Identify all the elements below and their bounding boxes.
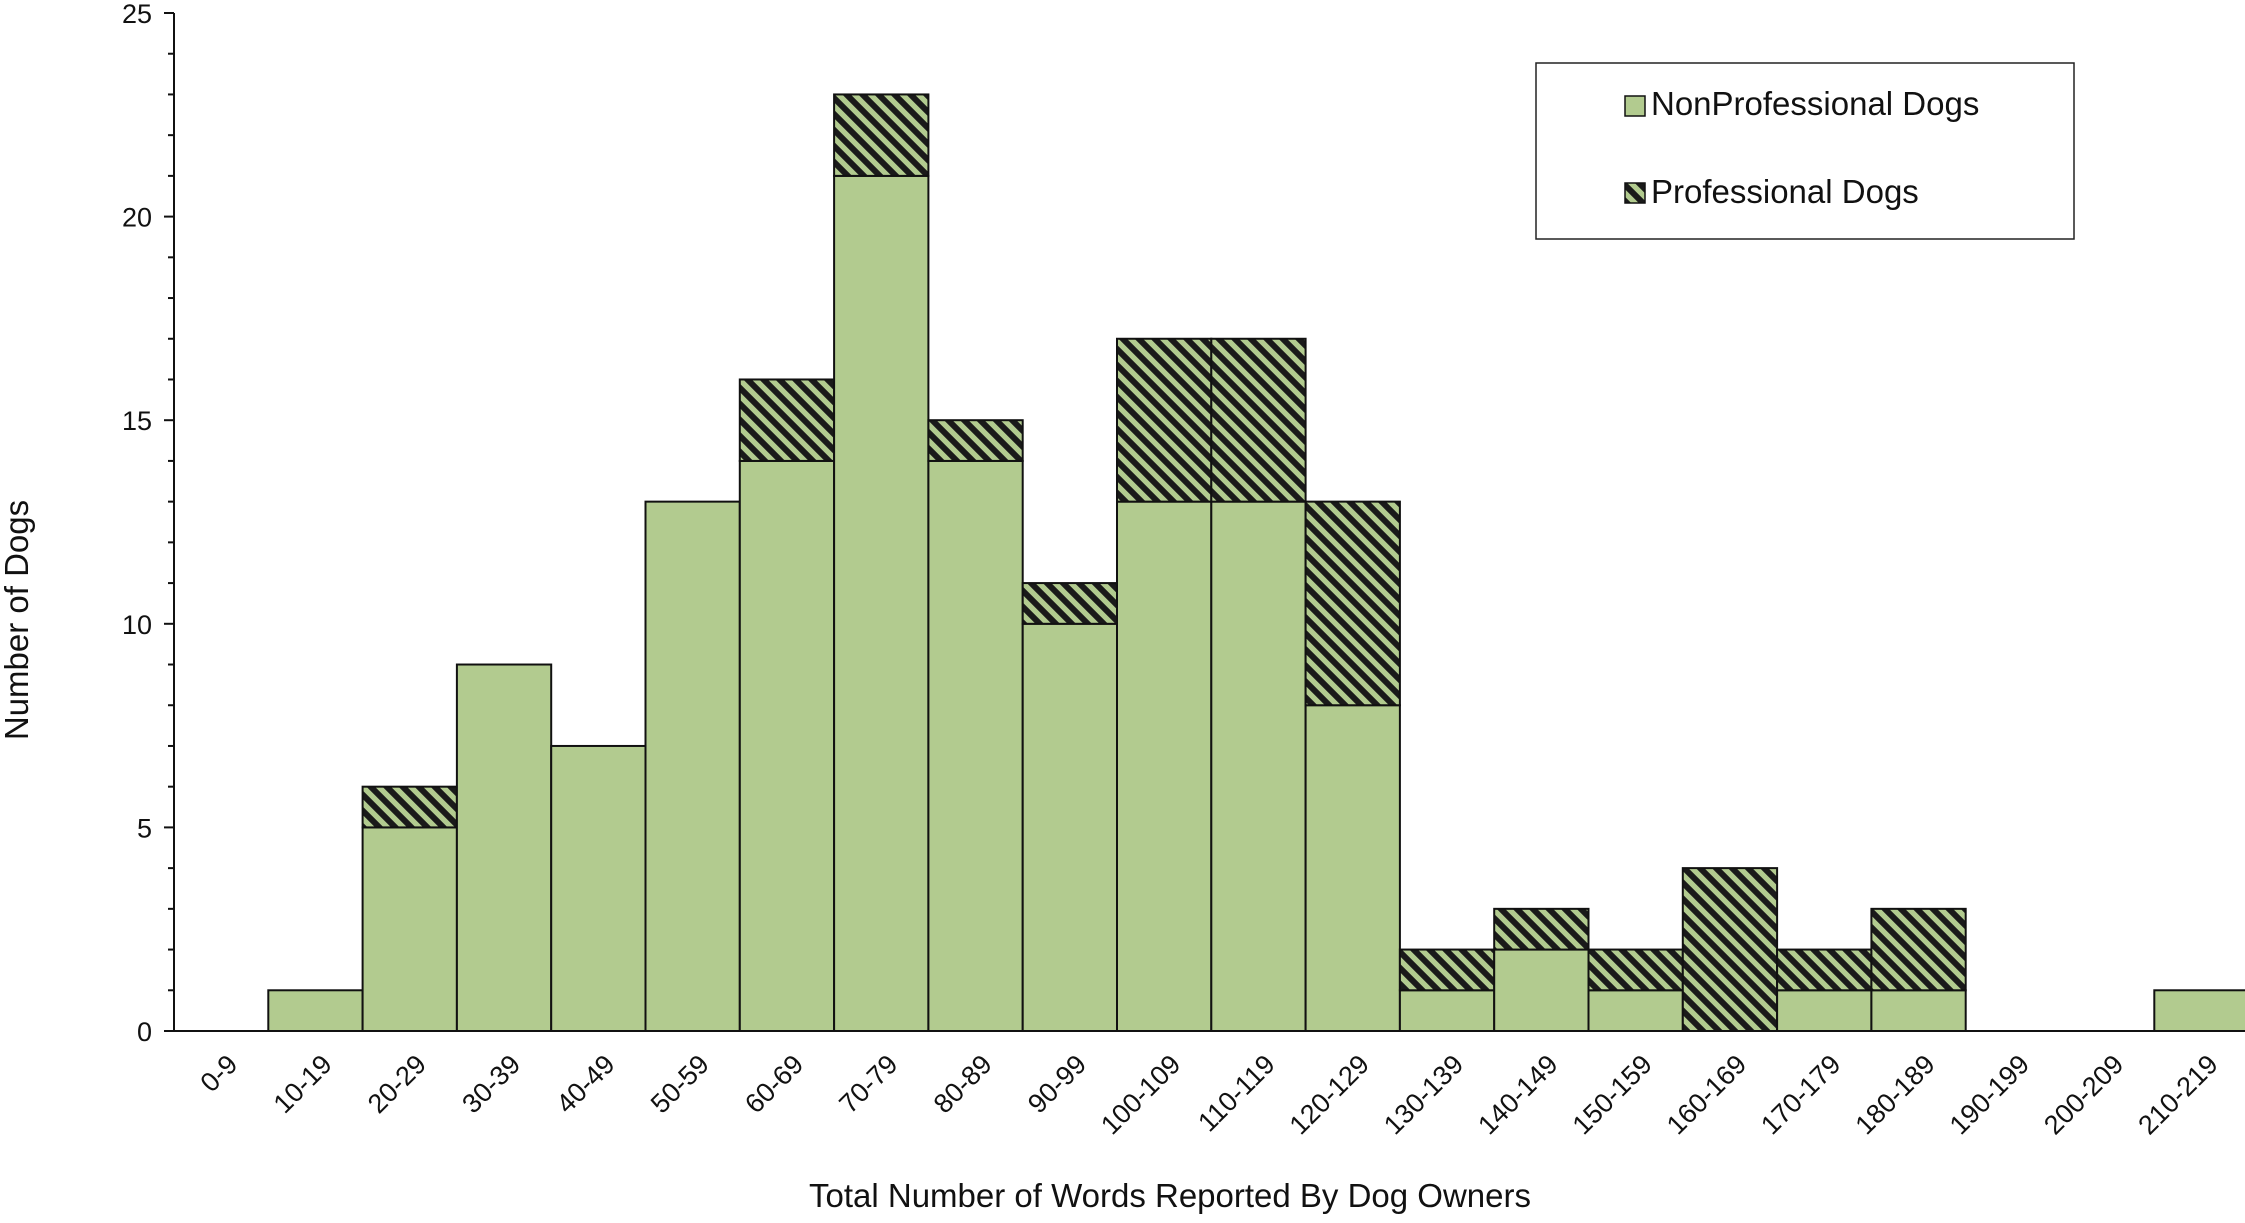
bar-professional-130-139 (1398, 948, 1496, 992)
bar-nonprofessional-120-129 (1304, 704, 1401, 1032)
y-tick-label: 25 (122, 0, 152, 29)
x-tick-label: 40-49 (551, 1049, 621, 1119)
x-tick-label: 120-129 (1284, 1049, 1375, 1140)
bar-nonprofessional-50-59 (644, 500, 741, 1032)
bar-professional-80-89 (927, 419, 1024, 462)
bar-professional-60-69 (738, 378, 836, 462)
x-tick-label: 80-89 (928, 1049, 998, 1119)
bar-nonprofessional-170-179 (1776, 989, 1873, 1033)
bar-professional-160-169 (1681, 867, 1779, 1032)
bar-professional-120-129 (1304, 500, 1401, 707)
bar-professional-110-119 (1210, 337, 1307, 503)
y-tick-label: 10 (122, 610, 152, 640)
legend-label-nonprofessional: NonProfessional Dogs (1651, 85, 1979, 122)
y-tick-labels: 0 5 10 15 20 25 (122, 0, 152, 1047)
bar-nonprofessional-60-69 (738, 459, 836, 1033)
bars-layer (267, 93, 2245, 1033)
x-tick-label: 210-219 (2132, 1049, 2223, 1140)
x-tick-label: 140-149 (1472, 1049, 1563, 1140)
legend-swatch-professional (1624, 182, 1646, 204)
bar-professional-100-109 (1116, 337, 1213, 503)
bar-nonprofessional-90-99 (1021, 622, 1119, 1032)
bar-nonprofessional-30-39 (455, 663, 553, 1033)
x-tick-label: 100-109 (1095, 1049, 1186, 1140)
x-tick-label: 150-159 (1567, 1049, 1658, 1140)
bar-professional-150-159 (1587, 948, 1684, 992)
x-tick-label: 180-189 (1850, 1049, 1941, 1140)
legend-swatch-nonprofessional (1624, 95, 1646, 117)
x-tick-label: 50-59 (645, 1049, 715, 1119)
bar-nonprofessional-150-159 (1587, 989, 1684, 1033)
bar-nonprofessional-210-219 (2153, 989, 2245, 1033)
legend: NonProfessional Dogs Professional Dogs (1535, 62, 2075, 240)
legend-box (1535, 62, 2075, 240)
x-tick-label: 130-139 (1378, 1049, 1469, 1140)
x-tick-label: 190-199 (1944, 1049, 2035, 1140)
x-tick-label: 90-99 (1022, 1049, 1092, 1119)
x-tick-label: 110-119 (1192, 1049, 1280, 1137)
x-tick-label: 60-69 (739, 1049, 809, 1119)
bar-nonprofessional-40-49 (550, 744, 647, 1033)
x-tick-label: 200-209 (2038, 1049, 2129, 1140)
bar-nonprofessional-100-109 (1116, 500, 1213, 1032)
bar-professional-20-29 (361, 785, 458, 829)
bar-nonprofessional-70-79 (833, 174, 930, 1032)
y-tick-label: 15 (122, 406, 152, 436)
bar-nonprofessional-80-89 (927, 459, 1024, 1033)
x-tick-label: 10-19 (268, 1049, 338, 1119)
bar-nonprofessional-110-119 (1210, 500, 1307, 1032)
bar-professional-70-79 (833, 93, 930, 177)
y-tick-label: 0 (137, 1017, 152, 1047)
y-axis-title: Number of Dogs (0, 500, 35, 740)
x-tick-label: 20-29 (362, 1049, 432, 1119)
x-tick-label: 70-79 (833, 1049, 903, 1119)
legend-label-professional: Professional Dogs (1651, 173, 1919, 210)
bar-professional-180-189 (1870, 907, 1967, 992)
axes-layer (164, 12, 2245, 1032)
bar-professional-90-99 (1021, 582, 1119, 625)
x-axis-title: Total Number of Words Reported By Dog Ow… (809, 1177, 1531, 1214)
x-tick-label: 170-179 (1755, 1049, 1846, 1140)
bar-professional-140-149 (1493, 907, 1590, 951)
x-tick-labels: 0-9 10-19 20-29 30-39 40-49 50-59 60-69 70-79 80… (195, 1049, 2224, 1140)
y-tick-label: 5 (137, 813, 152, 843)
bar-nonprofessional-10-19 (267, 989, 364, 1033)
bar-nonprofessional-180-189 (1870, 989, 1967, 1033)
bar-nonprofessional-130-139 (1398, 989, 1496, 1033)
x-tick-label: 160-169 (1661, 1049, 1752, 1140)
x-tick-label: 0-9 (195, 1049, 244, 1098)
bar-nonprofessional-20-29 (361, 826, 458, 1033)
bar-nonprofessional-140-149 (1493, 948, 1590, 1032)
y-tick-label: 20 (122, 203, 152, 233)
x-tick-label: 30-39 (456, 1049, 526, 1119)
bar-professional-170-179 (1776, 948, 1873, 992)
